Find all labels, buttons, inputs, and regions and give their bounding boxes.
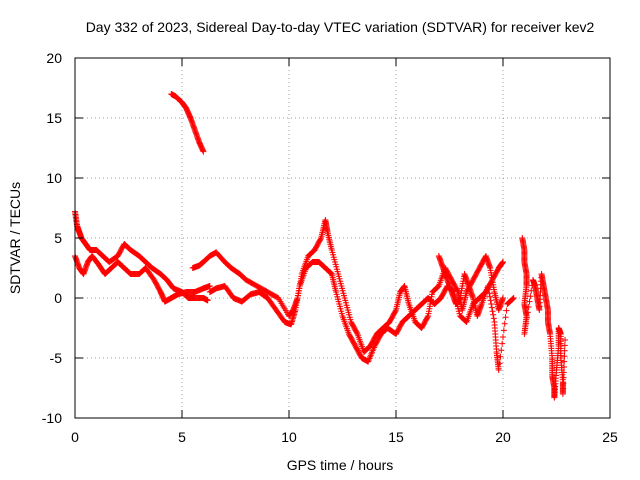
data-point bbox=[424, 314, 431, 321]
y-axis-label: SDTVAR / TECUs bbox=[7, 182, 23, 294]
data-point bbox=[497, 353, 504, 360]
data-point bbox=[521, 331, 528, 337]
data-point bbox=[561, 347, 568, 354]
data-point bbox=[317, 236, 324, 243]
data-point bbox=[510, 295, 517, 301]
x-tick-label: 15 bbox=[388, 429, 404, 445]
data-point bbox=[562, 337, 569, 343]
data-point bbox=[488, 301, 495, 307]
data-point bbox=[490, 311, 497, 318]
series-track-6 bbox=[435, 253, 517, 373]
data-point bbox=[486, 293, 493, 300]
series-track-3 bbox=[168, 91, 207, 155]
data-point bbox=[560, 364, 567, 370]
data-point bbox=[485, 286, 492, 293]
data-point bbox=[485, 283, 492, 289]
axis-ticks bbox=[74, 57, 611, 419]
data-point bbox=[500, 295, 506, 301]
data-point bbox=[501, 320, 508, 327]
data-point bbox=[499, 340, 506, 347]
data-point bbox=[561, 358, 568, 365]
x-tick-label: 25 bbox=[602, 429, 618, 445]
data-point bbox=[489, 308, 496, 315]
x-tick-label: 5 bbox=[178, 429, 186, 445]
data-point bbox=[560, 374, 567, 381]
data-point bbox=[488, 304, 495, 311]
data-point bbox=[204, 297, 211, 304]
data-point bbox=[498, 347, 505, 354]
data-point bbox=[502, 314, 509, 321]
series-track-7 bbox=[519, 235, 569, 401]
data-point bbox=[524, 309, 531, 316]
y-tick-label: -10 bbox=[42, 410, 62, 426]
data-point bbox=[500, 259, 506, 265]
y-tick-labels: -10 -5 0 5 10 15 20 bbox=[42, 50, 62, 426]
x-tick-label: 20 bbox=[495, 429, 511, 445]
data-point bbox=[527, 293, 534, 300]
y-tick-label: 20 bbox=[46, 50, 62, 66]
data-point bbox=[522, 325, 529, 332]
data-point bbox=[561, 353, 568, 360]
data-point bbox=[503, 307, 510, 314]
y-tick-label: -5 bbox=[50, 350, 63, 366]
chart-title: Day 332 of 2023, Sidereal Day-to-day VTE… bbox=[86, 19, 595, 35]
data-point bbox=[526, 298, 533, 305]
data-point bbox=[509, 296, 516, 303]
series-track-1 bbox=[72, 208, 211, 304]
data-point bbox=[392, 308, 399, 315]
y-tick-label: 10 bbox=[46, 170, 62, 186]
data-point bbox=[510, 295, 517, 302]
series-track-5 bbox=[206, 259, 506, 365]
data-point bbox=[495, 367, 502, 373]
data-point bbox=[200, 148, 207, 155]
y-tick-label: 5 bbox=[54, 230, 62, 246]
data-point bbox=[490, 315, 497, 322]
data-point bbox=[560, 369, 567, 376]
data-point bbox=[560, 380, 567, 387]
data-point bbox=[523, 314, 530, 321]
data-point bbox=[561, 342, 568, 349]
data-point bbox=[206, 283, 213, 289]
data-point bbox=[487, 297, 494, 304]
data-point bbox=[525, 304, 532, 310]
y-tick-label: 0 bbox=[54, 290, 62, 306]
grid-lines bbox=[75, 58, 610, 418]
data-point bbox=[560, 385, 567, 392]
data-point bbox=[559, 391, 566, 397]
data-point bbox=[353, 329, 360, 336]
data-point bbox=[496, 360, 503, 367]
data-point bbox=[523, 320, 530, 327]
data-point bbox=[500, 327, 507, 334]
series-track-2 bbox=[72, 253, 213, 305]
data-points bbox=[72, 91, 569, 401]
y-tick-label: 15 bbox=[46, 110, 62, 126]
x-axis-label: GPS time / hours bbox=[287, 457, 394, 473]
x-tick-label: 10 bbox=[281, 429, 297, 445]
x-tick-labels: 0 5 10 15 20 25 bbox=[71, 429, 618, 445]
x-tick-label: 0 bbox=[71, 429, 79, 445]
data-point bbox=[486, 290, 493, 297]
data-point bbox=[500, 334, 506, 340]
